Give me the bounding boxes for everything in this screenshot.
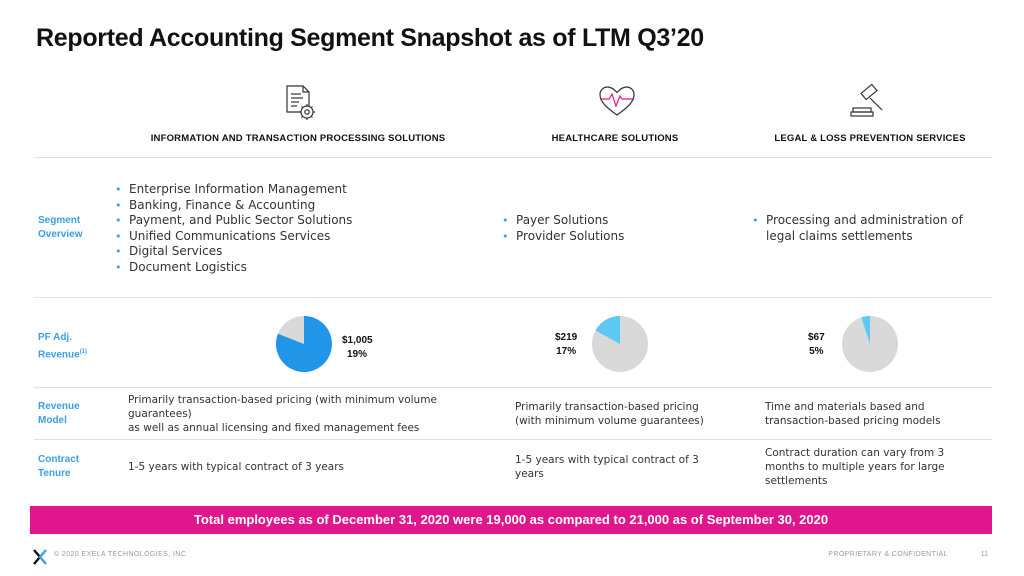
divider: [34, 157, 992, 158]
footer-confidential: PROPRIETARY & CONFIDENTIAL: [828, 551, 948, 558]
contract-tenure-healthcare: 1-5 years with typical contract of 3 yea…: [515, 454, 699, 480]
itps-overview-list: Enterprise Information Management Bankin…: [113, 182, 352, 275]
pie-slice: [276, 316, 332, 372]
page-number: 11: [980, 551, 988, 558]
list-item: Unified Communications Services: [113, 229, 352, 245]
list-item: Document Logistics: [113, 260, 352, 276]
revenue-value-legal: $67 5%: [808, 332, 825, 357]
revenue-model-healthcare: Primarily transaction-based pricing (wit…: [515, 401, 704, 427]
list-item: Provider Solutions: [500, 229, 624, 245]
column-header-healthcare: HEALTHCARE SOLUTIONS: [551, 133, 679, 144]
row-label-segment-overview: Segment Overview: [38, 215, 83, 240]
employees-banner: Total employees as of December 31, 2020 …: [30, 506, 992, 534]
pie-slice: [595, 316, 620, 344]
list-item: Banking, Finance & Accounting: [113, 198, 352, 214]
divider: [34, 297, 992, 298]
list-item: Digital Services: [113, 244, 352, 260]
revenue-value-healthcare: $219 17%: [555, 332, 578, 357]
list-item: Payment, and Public Sector Solutions: [113, 213, 352, 229]
gavel-icon: [848, 82, 888, 122]
pie-chart-itps: [275, 315, 333, 373]
document-gear-icon: [279, 82, 319, 122]
page-title: Reported Accounting Segment Snapshot as …: [36, 24, 704, 52]
heart-pulse-icon: [597, 82, 637, 122]
list-item: Enterprise Information Management: [113, 182, 352, 198]
footer-copyright: © 2020 EXELA TECHNOLOGIES, INC: [54, 551, 187, 558]
pie-chart-legal: [841, 315, 899, 373]
row-label-contract-tenure: Contract Tenure: [38, 454, 80, 479]
list-item: Payer Solutions: [500, 213, 624, 229]
column-header-legal: LEGAL & LOSS PREVENTION SERVICES: [774, 133, 966, 144]
column-header-itps: INFORMATION AND TRANSACTION PROCESSING S…: [150, 133, 446, 144]
pie-slice: [861, 316, 870, 344]
contract-tenure-itps: 1-5 years with typical contract of 3 yea…: [128, 461, 345, 473]
healthcare-overview-list: Payer Solutions Provider Solutions: [500, 213, 624, 244]
row-label-revenue: PF Adj. Revenue(1): [38, 332, 88, 361]
revenue-value-itps: $1,005 19%: [342, 335, 373, 360]
divider: [34, 439, 992, 440]
divider: [34, 387, 992, 388]
revenue-model-legal: Time and materials based and transaction…: [765, 401, 941, 427]
row-label-revenue-model: Revenue Model: [38, 401, 80, 426]
revenue-model-itps: Primarily transaction-based pricing (wit…: [128, 394, 437, 434]
exela-logo-icon: [33, 549, 47, 565]
contract-tenure-legal: Contract duration can vary from 3 months…: [765, 447, 945, 487]
pie-chart-healthcare: [591, 315, 649, 373]
